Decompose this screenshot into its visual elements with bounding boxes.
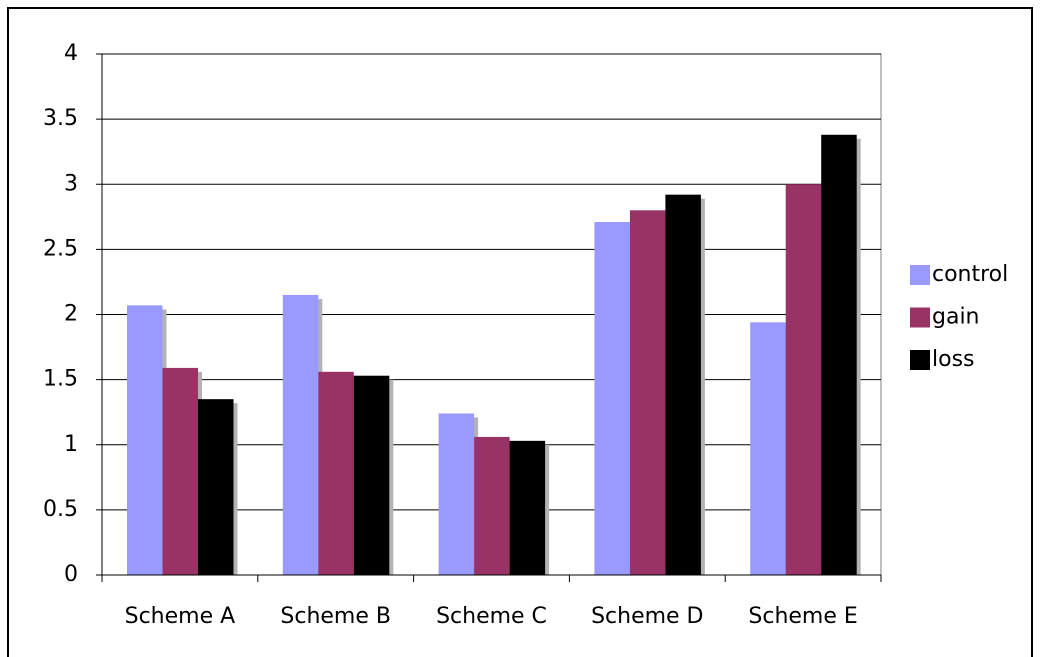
bar [162, 367, 198, 575]
bar [438, 413, 475, 575]
bar [665, 194, 701, 576]
legend-swatch [910, 350, 930, 370]
bar [127, 305, 163, 575]
bar [594, 222, 630, 575]
bar [318, 371, 354, 575]
bar [629, 210, 666, 576]
bar [785, 184, 822, 575]
x-tick-label: Scheme E [748, 604, 857, 629]
y-tick-label: 3 [64, 171, 78, 196]
bar [821, 134, 857, 575]
x-tick-label: Scheme C [436, 604, 547, 629]
y-tick-label: 1 [64, 432, 78, 457]
bar [750, 322, 786, 575]
legend-swatch [910, 265, 930, 285]
bar [282, 294, 319, 575]
y-tick-label: 3.5 [43, 106, 78, 131]
bar [353, 375, 390, 575]
legend-label: loss [932, 347, 975, 372]
legend-label: control [932, 262, 1008, 287]
x-tick-label: Scheme A [125, 604, 236, 629]
y-tick-label: 0 [64, 562, 78, 587]
y-tick-label: 4 [64, 41, 78, 66]
legend-label: gain [932, 305, 980, 330]
bar [198, 399, 234, 575]
bar [474, 436, 510, 575]
bar [509, 440, 546, 575]
legend-swatch [910, 307, 930, 328]
y-tick-label: 1.5 [43, 367, 78, 392]
x-tick-label: Scheme D [591, 604, 703, 629]
y-tick-label: 2 [64, 302, 78, 327]
x-tick-label: Scheme B [280, 604, 391, 629]
y-tick-label: 0.5 [43, 497, 78, 522]
y-tick-label: 2.5 [43, 236, 78, 261]
